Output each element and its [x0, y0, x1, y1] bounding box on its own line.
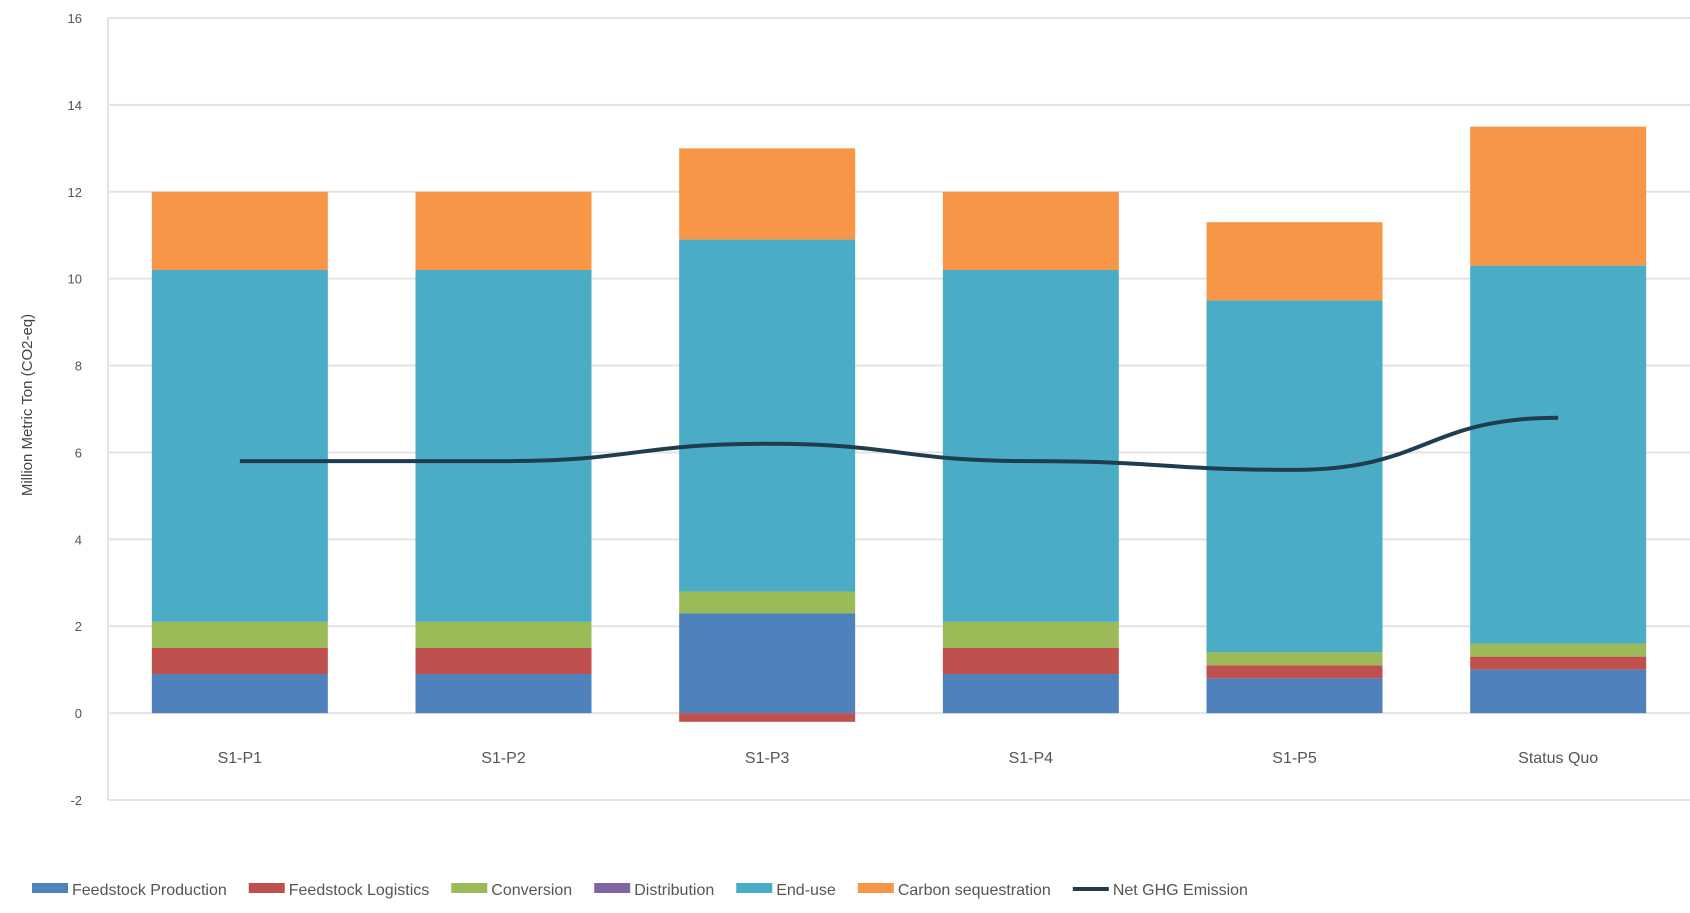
- bar-segment-feedstock-logistics: [942, 647, 1119, 675]
- bar-segment-carbon-sequestration: [942, 191, 1119, 270]
- legend-label-net-ghg-emission: Net GHG Emission: [1113, 882, 1248, 899]
- bar-segment-carbon-sequestration: [1206, 222, 1383, 301]
- bar-segment-end-use: [679, 239, 856, 592]
- legend-swatch-feedstock-logistics: [248, 883, 285, 893]
- y-tick-label: 10: [68, 272, 82, 287]
- bar-segment-carbon-sequestration: [151, 191, 328, 270]
- y-tick-label: 12: [68, 185, 82, 200]
- bar-segment-conversion: [415, 621, 592, 648]
- bar-segment-feedstock-logistics: [151, 647, 328, 675]
- legend-label-feedstock-production: Feedstock Production: [72, 882, 227, 899]
- y-tick-label: -2: [70, 793, 82, 808]
- bars: [151, 126, 1647, 722]
- y-tick-label: 8: [75, 359, 82, 374]
- category-label: Status Quo: [1518, 750, 1598, 767]
- category-label: S1-P1: [218, 750, 263, 767]
- category-labels: S1-P1 S1-P2 S1-P3 S1-P4 S1-P5 Status Quo: [218, 750, 1599, 767]
- bar-segment-feedstock-logistics: [1470, 656, 1647, 670]
- legend-swatch-conversion: [451, 883, 488, 893]
- y-tick-label: 14: [68, 98, 82, 113]
- legend-label-carbon-sequestration: Carbon sequestration: [898, 882, 1051, 899]
- grid-lines: [107, 17, 1690, 801]
- bar-segment-conversion: [151, 621, 328, 648]
- legend-swatch-carbon-sequestration: [857, 883, 894, 893]
- legend-label-end-use: End-use: [776, 882, 836, 899]
- bar-segment-carbon-sequestration: [415, 191, 592, 270]
- legend-swatch-end-use: [736, 883, 773, 893]
- bar-segment-conversion: [1470, 643, 1647, 657]
- bar-segment-feedstock-production: [415, 674, 592, 714]
- bar-segment-feedstock-production: [1206, 678, 1383, 714]
- y-tick-label: 2: [75, 619, 82, 634]
- net-ghg-emission-line: [239, 415, 1559, 472]
- y-tick-label: 16: [68, 11, 82, 26]
- bar-segment-feedstock-production: [151, 674, 328, 714]
- bar-segment-feedstock-production: [942, 674, 1119, 714]
- y-axis-ticks: -2 0 2 4 6 8 10 12 14 16: [68, 11, 82, 808]
- legend-swatch-distribution: [594, 883, 631, 893]
- category-label: S1-P3: [745, 750, 790, 767]
- bar-segment-carbon-sequestration: [679, 148, 856, 240]
- bar-segment-end-use: [151, 269, 328, 622]
- bar-segment-end-use: [1206, 300, 1383, 653]
- bar-segment-feedstock-logistics: [1206, 665, 1383, 679]
- y-axis-title: Million Metric Ton (CO2-eq): [19, 314, 36, 496]
- bar-segment-feedstock-logistics: [679, 713, 856, 722]
- net-line: [239, 415, 1559, 472]
- bar-segment-feedstock-production: [679, 613, 856, 714]
- bar-segment-conversion: [679, 591, 856, 614]
- bar-segment-conversion: [942, 621, 1119, 648]
- bar-segment-end-use: [415, 269, 592, 622]
- bar-segment-feedstock-production: [1470, 669, 1647, 714]
- category-label: S1-P2: [481, 750, 526, 767]
- y-tick-label: 6: [75, 445, 82, 460]
- category-label: S1-P5: [1272, 750, 1317, 767]
- y-tick-label: 0: [75, 706, 82, 721]
- y-tick-label: 4: [75, 532, 82, 547]
- category-label: S1-P4: [1009, 750, 1054, 767]
- bar-segment-carbon-sequestration: [1470, 126, 1647, 266]
- legend-label-feedstock-logistics: Feedstock Logistics: [289, 882, 430, 899]
- legend-label-conversion: Conversion: [491, 882, 572, 899]
- legend-swatch-feedstock-production: [32, 883, 68, 893]
- bar-segment-feedstock-logistics: [415, 647, 592, 675]
- bar-segment-end-use: [1470, 265, 1647, 644]
- legend: Feedstock Production Feedstock Logistics C…: [32, 882, 1248, 899]
- bar-segment-conversion: [1206, 652, 1383, 666]
- bar-segment-end-use: [942, 269, 1119, 622]
- legend-label-distribution: Distribution: [634, 882, 714, 899]
